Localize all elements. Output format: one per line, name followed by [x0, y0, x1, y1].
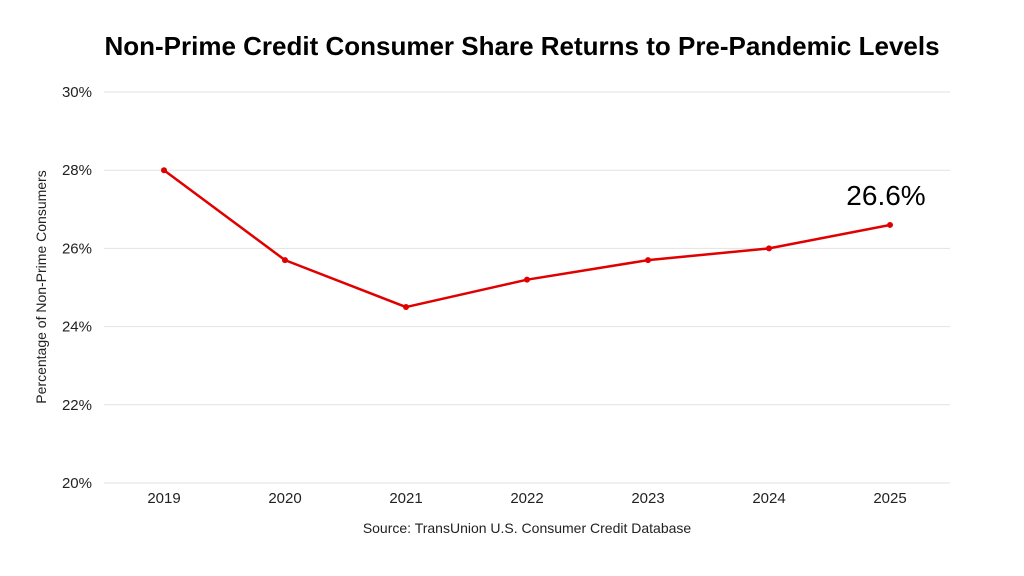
y-tick-label: 24%	[62, 319, 92, 336]
y-tick-label: 28%	[62, 162, 92, 179]
x-tick-label: 2020	[268, 490, 301, 507]
x-tick-label: 2025	[873, 490, 906, 507]
data-point-2025	[887, 221, 893, 228]
series-path	[163, 169, 891, 309]
series-line	[161, 167, 893, 311]
data-point-2022	[524, 276, 530, 283]
y-tick-label: 20%	[62, 475, 92, 492]
x-tick-label: 2019	[147, 490, 180, 507]
data-point-2024	[766, 245, 772, 252]
data-label-2025: 26.6%	[846, 180, 925, 211]
x-axis-ticks: 2019 2020 2021 2022 2023 2024 2025	[147, 490, 906, 507]
gridlines	[104, 91, 950, 484]
x-tick-label: 2023	[631, 490, 664, 507]
data-point-2023	[645, 257, 651, 264]
source-note: Source: TransUnion U.S. Consumer Credit …	[363, 520, 692, 536]
x-tick-label: 2021	[389, 490, 422, 507]
data-point-2021	[403, 304, 409, 311]
x-tick-label: 2022	[510, 490, 543, 507]
y-tick-label: 22%	[62, 397, 92, 414]
data-point-2020	[282, 257, 288, 264]
x-tick-label: 2024	[752, 490, 785, 507]
y-axis-label: Percentage of Non-Prime Consumers	[33, 170, 49, 403]
chart-title: Non-Prime Credit Consumer Share Returns …	[104, 31, 939, 61]
y-tick-label: 26%	[62, 240, 92, 257]
y-tick-label: 30%	[62, 84, 92, 101]
data-point-2019	[161, 167, 167, 174]
y-axis-ticks: 20% 22% 24% 26% 28% 30%	[62, 84, 92, 492]
